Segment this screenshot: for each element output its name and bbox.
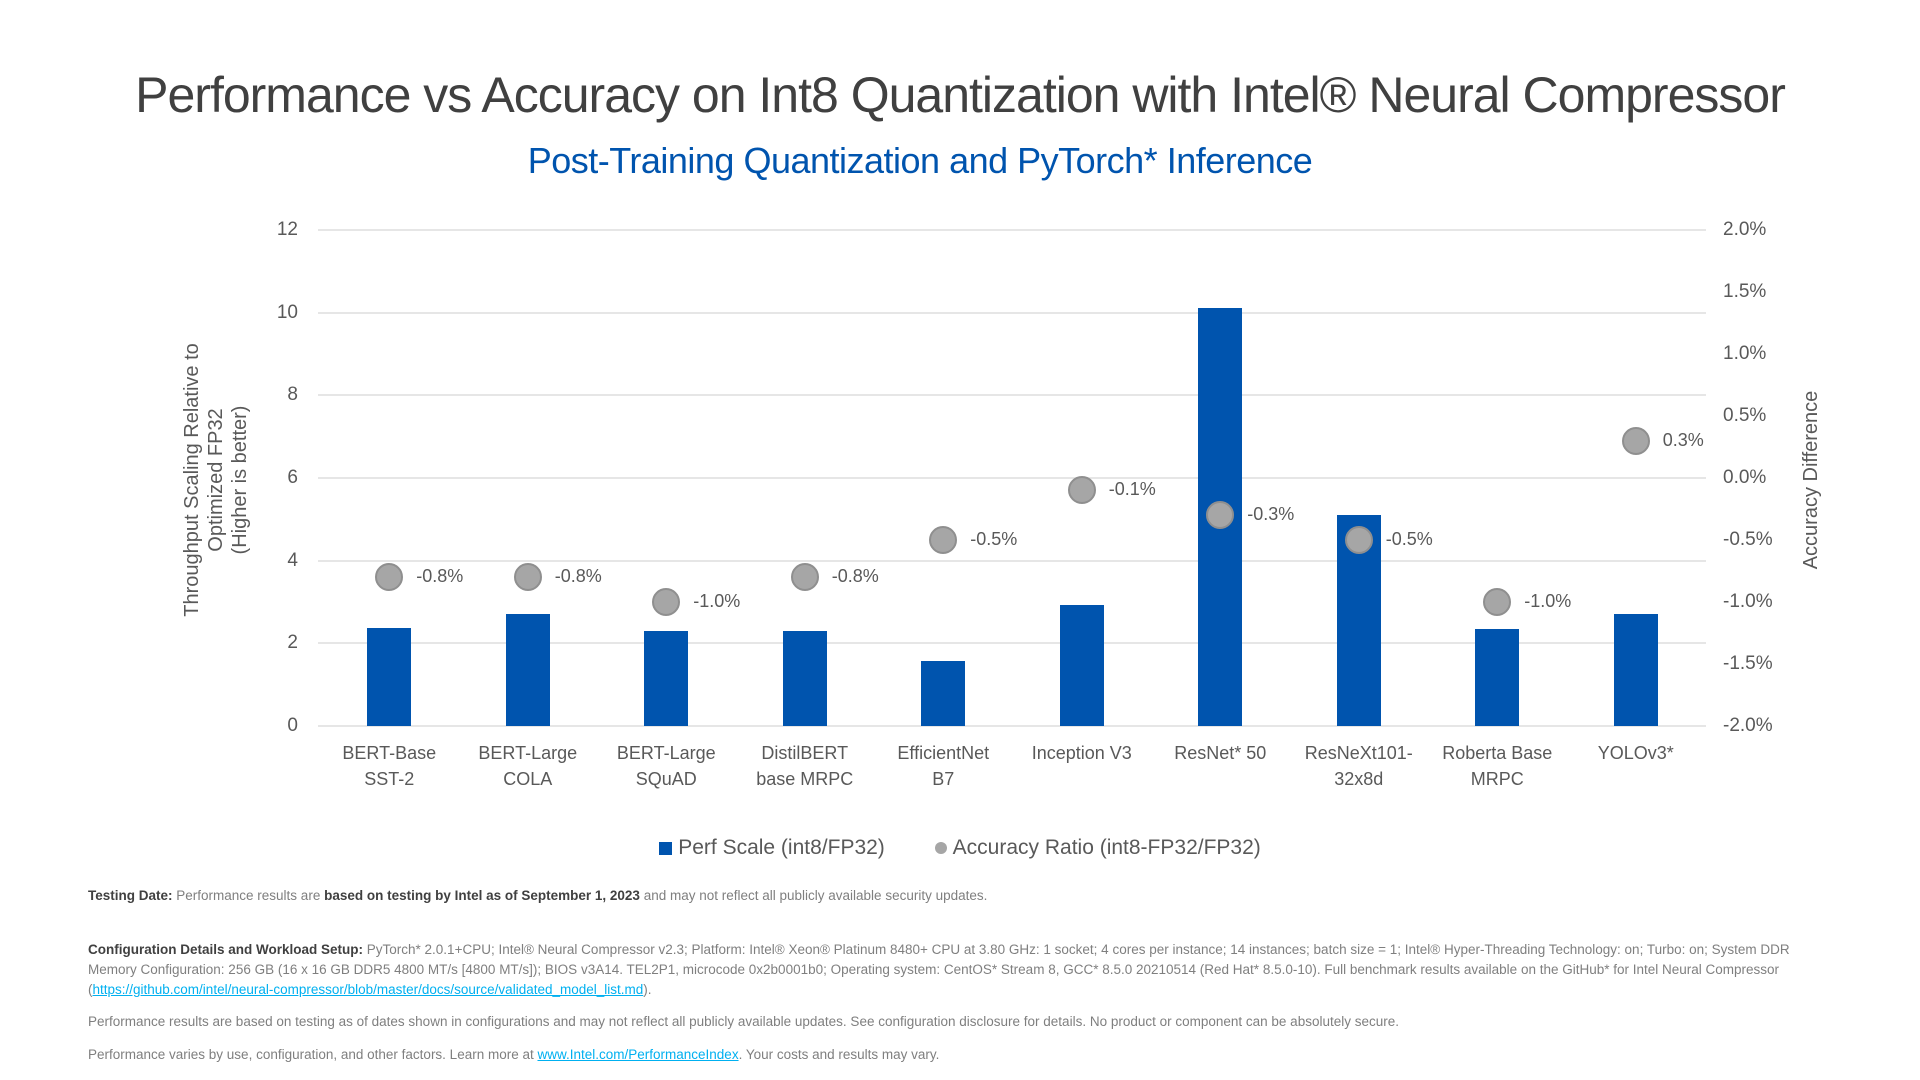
- accuracy-marker[interactable]: [1621, 426, 1650, 455]
- footnote-text: and may not reflect all publicly availab…: [639, 888, 988, 903]
- y-axis-right-tick: -2.0%: [1723, 715, 1773, 736]
- page-subtitle: Post-Training Quantization and PyTorch* …: [527, 140, 1313, 181]
- gridline: [318, 477, 1706, 479]
- y-axis-right-tick: 1.0%: [1723, 343, 1767, 364]
- y-axis-right-tick: -0.5%: [1723, 529, 1773, 550]
- bar-perf-scale[interactable]: [782, 630, 827, 726]
- bar-perf-scale[interactable]: [1475, 629, 1520, 726]
- y-axis-left-title: Throughput Scaling Relative to Optimized…: [180, 280, 252, 680]
- y-axis-right-tick: -1.5%: [1723, 653, 1773, 674]
- accuracy-marker[interactable]: [1206, 501, 1235, 530]
- accuracy-data-label: -1.0%: [693, 591, 741, 611]
- y-axis-left-tick: 2: [287, 632, 298, 654]
- y-axis-right-title: Accuracy Difference: [1800, 390, 1822, 570]
- bar-perf-scale[interactable]: [644, 631, 689, 726]
- footnote-text: . Your costs and results may vary.: [738, 1047, 940, 1062]
- accuracy-data-label: -1.0%: [1524, 591, 1572, 611]
- footnote-text: PyTorch* 2.0.1+CPU; Intel® Neural Compre…: [88, 942, 1790, 997]
- bar-perf-scale[interactable]: [1613, 614, 1658, 726]
- legend-item-accuracy[interactable]: Accuracy Ratio (int8-FP32/FP32): [934, 836, 1261, 860]
- chart-legend: Perf Scale (int8/FP32) Accuracy Ratio (i…: [0, 836, 1920, 860]
- y-axis-left-title-line: Throughput Scaling Relative to: [181, 343, 203, 617]
- accuracy-marker[interactable]: [513, 563, 542, 592]
- accuracy-marker[interactable]: [790, 563, 819, 592]
- x-axis-category-label: Inception V3: [1031, 743, 1132, 763]
- footnote-text: Performance results are: [172, 888, 325, 903]
- y-axis-left-tick: 12: [276, 219, 298, 240]
- gridline: [318, 559, 1706, 562]
- accuracy-marker[interactable]: [929, 526, 958, 554]
- y-axis-left-tick: 0: [287, 715, 298, 736]
- bar-swatch-icon: [659, 841, 673, 855]
- y-axis-right-tick: 0.0%: [1723, 467, 1767, 488]
- accuracy-marker[interactable]: [1344, 526, 1373, 554]
- accuracy-data-label: -0.8%: [831, 566, 879, 587]
- gridline: [318, 725, 1706, 727]
- y-axis-right-tick: 2.0%: [1723, 219, 1767, 240]
- footnote-configuration: Configuration Details and Workload Setup…: [88, 940, 1838, 1000]
- x-axis-category-label: BERT-Large SQuAD: [616, 743, 716, 789]
- accuracy-data-label: -0.5%: [1385, 529, 1433, 549]
- accuracy-marker[interactable]: [1483, 588, 1512, 616]
- gridline: [318, 229, 1706, 231]
- y-axis-right-tick: 0.5%: [1723, 405, 1767, 426]
- y-axis-left-tick: 8: [287, 384, 298, 406]
- x-axis-category-label: ResNeXt101- 32x8d: [1304, 743, 1413, 789]
- y-axis-left-tick: 4: [287, 549, 298, 571]
- x-axis-category-label: DistilBERT base MRPC: [756, 743, 854, 789]
- x-axis-category-label: BERT-Large COLA: [478, 743, 578, 789]
- footnote-label: Configuration Details and Workload Setup…: [88, 942, 364, 957]
- footnote-disclaimer: Performance results are based on testing…: [88, 1014, 1399, 1029]
- x-axis-category-label: YOLOv3*: [1597, 743, 1674, 763]
- y-axis-left-title-line: Optimized FP32: [205, 408, 227, 552]
- x-axis-category-label: Roberta Base MRPC: [1442, 743, 1553, 789]
- footnote-label: Testing Date:: [88, 888, 173, 903]
- accuracy-data-label: -0.8%: [416, 566, 464, 587]
- y-axis-left-tick: 10: [276, 301, 298, 323]
- footnote-text: Performance varies by use, configuration…: [88, 1047, 538, 1062]
- footnote-performance-varies: Performance varies by use, configuration…: [88, 1045, 1838, 1065]
- gridline: [318, 394, 1706, 397]
- y-axis-left-title-line: (Higher is better): [229, 405, 251, 555]
- accuracy-data-label: -0.3%: [1247, 504, 1295, 525]
- legend-label: Perf Scale (int8/FP32): [678, 836, 885, 859]
- footnote-text: ).: [643, 982, 652, 997]
- performance-index-link[interactable]: www.Intel.com/PerformanceIndex: [537, 1047, 739, 1062]
- y-axis-right-tick: -1.0%: [1723, 591, 1773, 612]
- dot-swatch-icon: [934, 842, 947, 855]
- legend-item-perf[interactable]: Perf Scale (int8/FP32): [659, 836, 885, 860]
- bar-perf-scale[interactable]: [1059, 605, 1104, 726]
- bar-perf-scale[interactable]: [367, 628, 412, 726]
- accuracy-marker[interactable]: [1067, 476, 1096, 505]
- accuracy-marker[interactable]: [652, 588, 681, 616]
- bar-perf-scale[interactable]: [505, 614, 550, 726]
- accuracy-data-label: -0.8%: [554, 566, 602, 587]
- x-axis-category-label: BERT-Base SST-2: [342, 743, 437, 789]
- gridline: [318, 311, 1706, 314]
- y-axis-left-tick: 6: [287, 467, 298, 488]
- bar-perf-scale[interactable]: [921, 661, 966, 726]
- legend-label: Accuracy Ratio (int8-FP32/FP32): [952, 836, 1261, 859]
- accuracy-data-label: -0.5%: [970, 529, 1018, 549]
- footnote-testing-date: Testing Date: Performance results are ba…: [88, 886, 1838, 906]
- footnote-bold: based on testing by Intel as of Septembe…: [324, 888, 640, 903]
- y-axis-right-tick: 1.5%: [1723, 281, 1767, 302]
- accuracy-marker[interactable]: [375, 563, 404, 592]
- github-link[interactable]: https://github.com/intel/neural-compress…: [92, 982, 644, 997]
- accuracy-data-label: 0.3%: [1662, 429, 1704, 450]
- page-title: Performance vs Accuracy on Int8 Quantiza…: [135, 67, 1786, 123]
- x-axis-category-label: ResNet* 50: [1174, 743, 1267, 763]
- x-axis-category-label: EfficientNet B7: [897, 743, 990, 789]
- accuracy-data-label: -0.1%: [1108, 479, 1156, 500]
- gridline: [318, 642, 1706, 645]
